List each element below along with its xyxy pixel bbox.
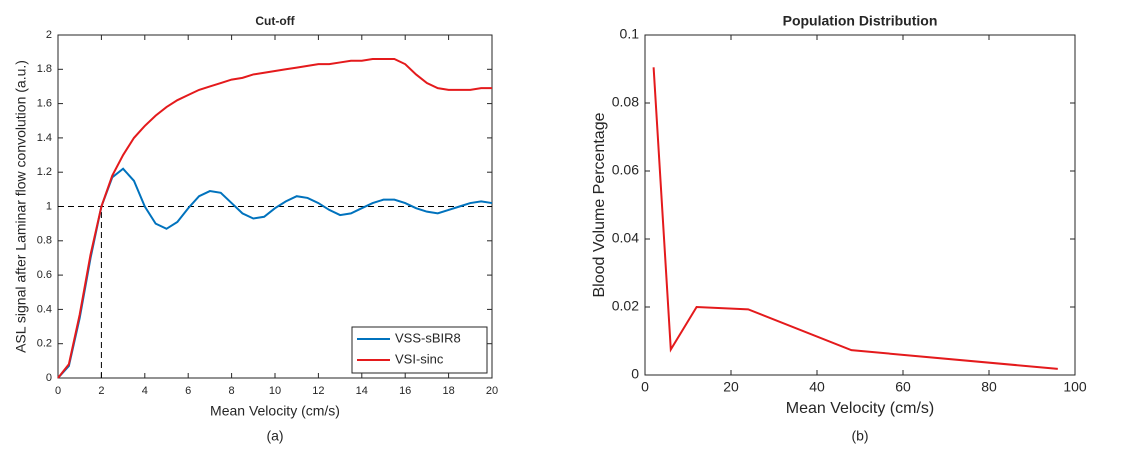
- legend-label: VSS-sBIR8: [395, 330, 461, 345]
- y-tick-label: 0.6: [37, 269, 52, 281]
- x-tick-label: 20: [723, 379, 739, 395]
- y-tick-label: 1.8: [37, 63, 52, 75]
- x-tick-label: 0: [641, 379, 649, 395]
- x-tick-label: 0: [55, 385, 61, 397]
- y-tick-label: 0.4: [37, 303, 52, 315]
- caption: (b): [851, 428, 868, 444]
- chart-title: Population Distribution: [783, 13, 938, 29]
- x-tick-label: 2: [98, 385, 104, 397]
- x-tick-label: 14: [356, 385, 368, 397]
- x-tick-label: 4: [142, 385, 148, 397]
- x-tick-label: 20: [486, 385, 498, 397]
- y-tick-label: 2: [46, 29, 52, 41]
- legend: [351, 326, 488, 374]
- x-axis-label: Mean Velocity (cm/s): [786, 400, 934, 417]
- y-tick-label: 0: [46, 372, 52, 384]
- data-line: [57, 167, 493, 379]
- y-tick-label: 0.02: [612, 298, 639, 314]
- y-tick-label: 1.6: [37, 98, 52, 110]
- x-axis-label: Mean Velocity (cm/s): [210, 403, 340, 419]
- x-tick-label: 100: [1063, 379, 1087, 395]
- x-tick-label: 8: [229, 385, 235, 397]
- y-tick-label: 0.08: [612, 94, 639, 110]
- y-tick-label: 0: [631, 366, 639, 382]
- legend-label: VSI-sinc: [395, 351, 444, 366]
- y-tick-label: 1.4: [37, 132, 52, 144]
- chart-title: Cut-off: [255, 14, 295, 28]
- y-axis-label: Blood Volume Percentage: [591, 112, 608, 297]
- y-tick-label: 0.1: [620, 26, 640, 42]
- x-tick-label: 6: [185, 385, 191, 397]
- data-line: [652, 67, 1058, 370]
- y-tick-label: 0.04: [612, 230, 639, 246]
- y-tick-label: 0.8: [37, 235, 52, 247]
- caption: (a): [266, 428, 283, 444]
- data-line: [57, 58, 492, 379]
- x-tick-label: 18: [442, 385, 454, 397]
- x-tick-label: 40: [809, 379, 825, 395]
- x-tick-label: 60: [895, 379, 911, 395]
- x-tick-label: 16: [399, 385, 411, 397]
- x-tick-label: 80: [981, 379, 997, 395]
- y-tick-label: 1: [46, 200, 52, 212]
- y-tick-label: 1.2: [37, 166, 52, 178]
- y-axis-label: ASL signal after Laminar flow convolutio…: [13, 60, 29, 353]
- plot-area: [644, 34, 1076, 376]
- x-tick-label: 10: [269, 385, 281, 397]
- x-tick-label: 12: [312, 385, 324, 397]
- y-tick-label: 0.2: [37, 338, 52, 350]
- y-tick-label: 0.06: [612, 162, 639, 178]
